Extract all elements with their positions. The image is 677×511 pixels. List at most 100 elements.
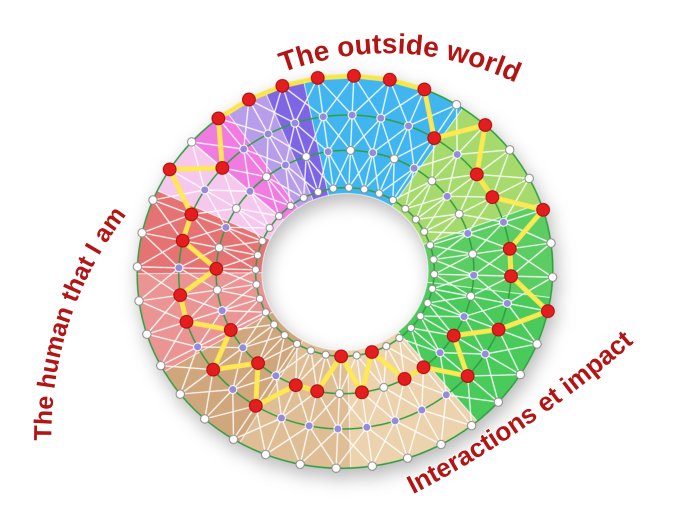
mesh-line bbox=[284, 122, 296, 166]
grid-node-white bbox=[352, 351, 361, 360]
grid-node-white bbox=[265, 223, 274, 232]
mesh-line bbox=[232, 375, 277, 391]
mesh-line bbox=[160, 321, 188, 366]
mesh-line bbox=[219, 240, 263, 249]
mesh-line bbox=[303, 156, 307, 198]
mesh-line bbox=[138, 294, 181, 302]
grid-node-white bbox=[426, 241, 435, 250]
mesh-line bbox=[485, 343, 538, 355]
profile-node-red bbox=[215, 161, 230, 175]
mesh-line bbox=[434, 273, 474, 276]
label-human-that-i-am-text: The human that I am bbox=[28, 200, 132, 441]
mesh-line bbox=[378, 158, 395, 194]
mesh-line bbox=[305, 116, 324, 157]
mesh-line bbox=[447, 195, 493, 198]
mesh-line bbox=[178, 247, 220, 269]
mesh-line bbox=[255, 405, 267, 455]
profile-node-red bbox=[206, 362, 221, 377]
grid-node-purple bbox=[174, 263, 184, 273]
mesh-line bbox=[322, 75, 355, 118]
mesh-line bbox=[294, 77, 319, 124]
mesh-line bbox=[423, 213, 460, 233]
mesh-line bbox=[366, 387, 385, 428]
mesh-line bbox=[197, 310, 223, 348]
mesh-line bbox=[372, 118, 382, 153]
mesh-line bbox=[230, 323, 275, 331]
profile-node-red bbox=[175, 233, 190, 248]
mesh-line bbox=[248, 98, 296, 124]
mesh-line bbox=[353, 75, 382, 119]
mesh-line bbox=[467, 232, 511, 250]
mesh-line bbox=[191, 141, 206, 191]
profile-node-red bbox=[310, 71, 325, 85]
grid-node-purple bbox=[452, 149, 462, 159]
mesh-line bbox=[152, 199, 184, 242]
mesh-line bbox=[349, 115, 353, 151]
profile-node-red bbox=[491, 322, 506, 337]
mesh-line bbox=[225, 226, 270, 229]
grid-node-purple bbox=[463, 228, 473, 238]
profile-node-red bbox=[446, 328, 461, 343]
mesh-line bbox=[295, 384, 310, 427]
grid-node-white bbox=[331, 463, 341, 473]
mesh-line bbox=[433, 273, 472, 297]
mesh-line bbox=[472, 221, 504, 255]
grid-node-white bbox=[134, 296, 144, 306]
mesh-line bbox=[265, 176, 292, 207]
grid-node-purple bbox=[347, 110, 357, 120]
mesh-line bbox=[433, 253, 474, 275]
mesh-line bbox=[389, 79, 410, 127]
profile-node-red bbox=[251, 356, 265, 371]
mesh-line bbox=[285, 164, 319, 193]
profile-node-red bbox=[242, 92, 256, 107]
profile-node-red bbox=[540, 304, 555, 319]
mesh-line bbox=[470, 295, 500, 331]
grid-node-white bbox=[454, 209, 464, 219]
mesh-line bbox=[275, 335, 286, 376]
profile-node-red bbox=[184, 207, 199, 222]
grid-node-white bbox=[142, 329, 152, 339]
mesh-line bbox=[348, 150, 352, 188]
mesh-line bbox=[421, 367, 425, 411]
mesh-line bbox=[204, 189, 227, 228]
grid-node-white bbox=[427, 176, 437, 186]
profile-node-red bbox=[417, 82, 432, 97]
grid-node-white bbox=[547, 272, 558, 282]
mesh-line bbox=[476, 173, 530, 180]
mesh-line bbox=[432, 274, 474, 290]
mesh-line bbox=[179, 294, 223, 312]
grid-node-white bbox=[532, 339, 542, 349]
mesh-line bbox=[372, 152, 380, 194]
profile-node-red bbox=[536, 202, 551, 217]
mesh-line bbox=[160, 346, 198, 367]
mesh-line bbox=[392, 180, 433, 201]
mesh-line bbox=[265, 176, 280, 217]
grid-node-white bbox=[137, 228, 147, 238]
profile-node-red bbox=[162, 162, 177, 177]
mesh-line bbox=[204, 405, 256, 420]
mesh-line bbox=[294, 122, 329, 153]
mesh-line bbox=[431, 153, 458, 182]
mesh-line bbox=[335, 428, 339, 469]
grid-node-white bbox=[505, 145, 515, 155]
profile-node-red bbox=[502, 241, 517, 256]
mesh-line bbox=[257, 343, 298, 364]
mesh-line bbox=[284, 164, 305, 199]
grid-node-white bbox=[299, 193, 308, 202]
mesh-line bbox=[327, 114, 353, 153]
grid-node-purple bbox=[442, 191, 452, 201]
mesh-line bbox=[427, 295, 471, 304]
grid-node-white bbox=[388, 195, 398, 205]
mesh-line bbox=[433, 258, 474, 276]
mesh-line bbox=[138, 267, 180, 302]
mesh-line bbox=[421, 409, 472, 427]
label-human-that-i-am: The human that I am bbox=[29, 201, 131, 440]
mesh-line bbox=[182, 226, 227, 242]
mesh-line bbox=[383, 386, 423, 411]
grid-node-white bbox=[416, 312, 425, 321]
mesh-line bbox=[265, 133, 269, 177]
mesh-line bbox=[463, 316, 486, 355]
mesh-line bbox=[338, 355, 358, 394]
grid-node-white bbox=[306, 346, 315, 355]
